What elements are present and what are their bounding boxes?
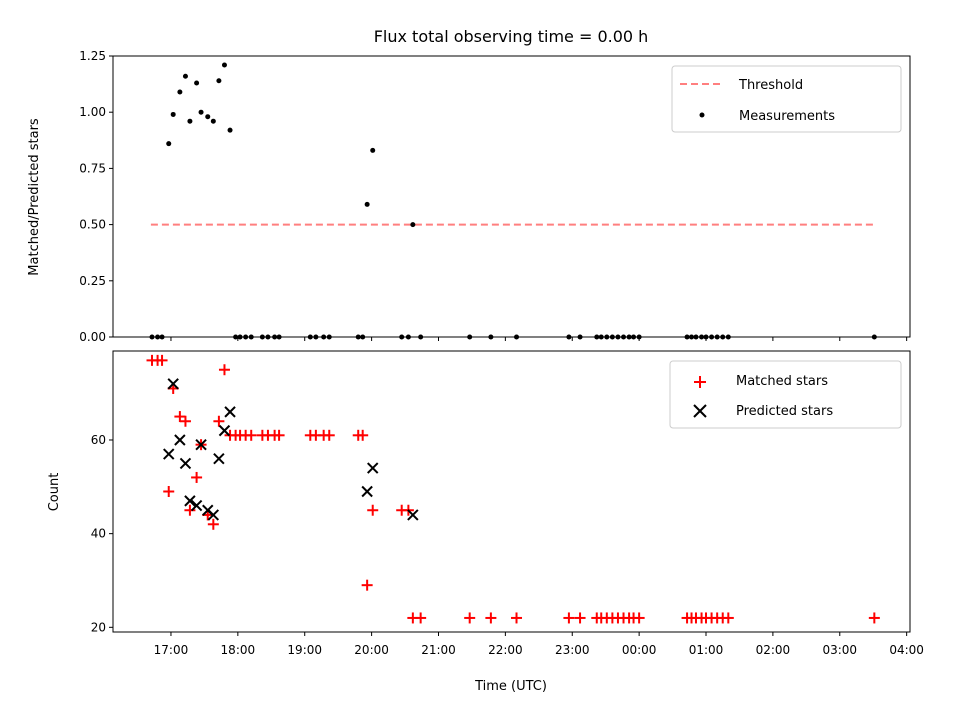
y-tick-label: 60 — [91, 433, 106, 447]
measurement-point — [166, 141, 172, 147]
x-axis-label: Time (UTC) — [474, 679, 547, 694]
y-tick-label: 40 — [91, 527, 106, 541]
predicted-star-point — [207, 509, 220, 521]
matched-star-point — [184, 504, 196, 516]
measurement-point — [205, 114, 211, 120]
x-tick-label: 02:00 — [756, 643, 791, 657]
matched-star-point — [868, 612, 880, 624]
y-tick-label: 1.00 — [79, 105, 106, 119]
x-tick-label: 23:00 — [555, 643, 590, 657]
bottom-legend: Matched stars Predicted stars — [669, 360, 902, 429]
top-y-ticks: 0.00 0.25 0.50 0.75 1.00 1.25 — [79, 49, 113, 344]
y-tick-label: 0.25 — [79, 274, 106, 288]
bottom-plot-marks — [146, 354, 880, 624]
legend-matched-label: Matched stars — [736, 374, 828, 389]
predicted-star-point — [361, 485, 373, 498]
predicted-star-point — [167, 378, 179, 390]
predicted-star-point — [174, 434, 186, 446]
matched-star-point — [207, 518, 219, 530]
measurement-point — [170, 111, 176, 117]
top-y-axis-label: Matched/Predicted stars — [27, 118, 42, 276]
x-tick-label: 17:00 — [154, 643, 189, 657]
bottom-plot: 20 40 60 17:00 18:00 19:00 20:00 21:00 22:00 23:… — [47, 350, 924, 694]
x-tick-label: 18:00 — [221, 643, 256, 657]
matched-star-point — [191, 471, 203, 483]
predicted-star-point — [407, 509, 419, 521]
bottom-y-ticks: 20 40 60 — [91, 433, 113, 634]
matched-star-point — [574, 612, 586, 624]
bottom-plot-frame — [112, 350, 911, 633]
matched-star-point — [163, 486, 175, 497]
predicted-star-point — [179, 457, 192, 470]
measurement-point — [364, 201, 370, 207]
predicted-star-point — [213, 453, 225, 465]
x-tick-label: 04:00 — [889, 643, 924, 657]
legend-measurements-label: Measurements — [739, 109, 835, 124]
matched-star-point — [415, 612, 427, 624]
matched-star-point — [722, 612, 734, 624]
chart-title: Flux total observing time = 0.00 h — [374, 27, 649, 46]
x-tick-label: 21:00 — [421, 643, 456, 657]
legend-predicted-label: Predicted stars — [736, 404, 833, 419]
x-tick-label: 01:00 — [689, 643, 724, 657]
x-tick-label: 19:00 — [287, 643, 322, 657]
measurement-point — [221, 62, 227, 68]
matched-star-point — [563, 612, 575, 624]
x-tick-label: 22:00 — [488, 643, 523, 657]
predicted-star-point — [190, 499, 203, 512]
measurement-point — [410, 222, 416, 228]
matched-star-point — [218, 364, 230, 376]
legend-matched-swatch — [694, 376, 706, 388]
x-tick-label: 20:00 — [354, 643, 389, 657]
legend-predicted-swatch — [693, 404, 707, 418]
matched-star-point — [323, 429, 335, 441]
measurement-point — [370, 147, 376, 153]
predicted-star-point — [367, 462, 379, 474]
measurement-point — [227, 127, 233, 133]
measurement-point — [210, 118, 216, 124]
matched-star-point — [361, 579, 373, 591]
legend-threshold-label: Threshold — [738, 78, 803, 93]
measurement-point — [177, 89, 183, 95]
predicted-star-point — [224, 406, 236, 418]
legend-measurements-swatch — [699, 112, 705, 118]
measurement-point — [216, 78, 222, 84]
matched-star-point — [213, 415, 225, 427]
bottom-y-axis-label: Count — [47, 473, 62, 512]
top-plot-frame — [112, 55, 911, 338]
matched-star-point — [357, 429, 369, 441]
matched-star-point — [179, 415, 191, 427]
x-tick-label: 00:00 — [622, 643, 657, 657]
measurement-point — [182, 73, 188, 79]
measurement-point — [194, 80, 200, 86]
predicted-star-point — [163, 448, 175, 460]
y-tick-label: 0.50 — [79, 218, 106, 232]
matched-star-point — [174, 411, 186, 423]
matched-star-point — [367, 504, 379, 516]
bottom-x-ticks: 17:00 18:00 19:00 20:00 21:00 22:00 23:00 00:00… — [154, 632, 924, 657]
matched-star-point — [273, 429, 285, 441]
predicted-star-point — [184, 495, 196, 507]
y-tick-label: 0.75 — [79, 161, 106, 175]
measurement-point — [187, 118, 193, 124]
matched-star-point — [245, 429, 257, 441]
x-tick-label: 03:00 — [822, 643, 857, 657]
measurement-point — [198, 109, 204, 115]
matched-star-point — [464, 612, 476, 624]
predicted-star-point — [195, 438, 207, 451]
matched-star-point — [485, 612, 497, 624]
top-legend: Threshold Measurements — [671, 65, 902, 133]
matched-star-point — [511, 612, 523, 624]
bottom-legend-box — [669, 360, 902, 429]
top-plot: 0.00 0.25 0.50 0.75 1.00 1.25 Matched/Predict… — [27, 49, 911, 344]
matched-star-point — [633, 612, 645, 624]
top-legend-box — [671, 65, 902, 133]
y-tick-label: 20 — [91, 620, 106, 634]
y-tick-label: 0.00 — [79, 330, 106, 344]
matched-star-point — [156, 354, 168, 366]
y-tick-label: 1.25 — [79, 49, 106, 63]
predicted-star-point — [218, 424, 231, 437]
